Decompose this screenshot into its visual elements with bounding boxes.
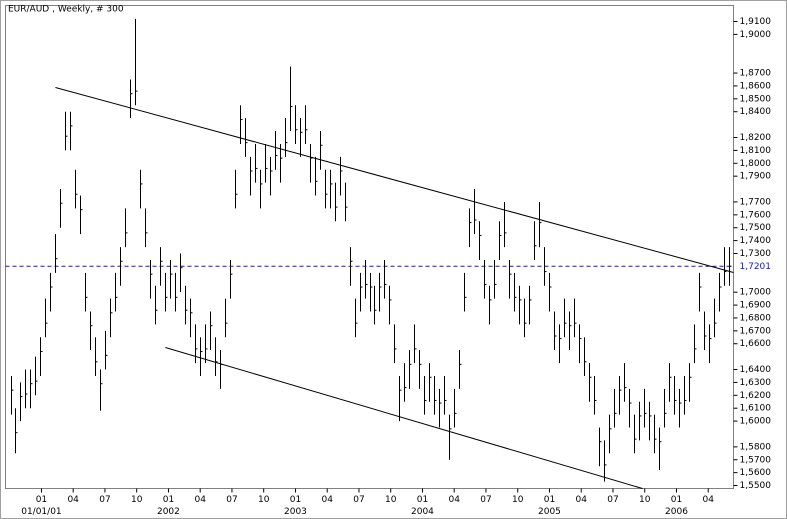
x-tick-label: 04 <box>194 495 206 505</box>
trend-line <box>55 87 734 273</box>
y-tick-label: 1,7900 <box>740 172 772 182</box>
x-tick-label: 01 <box>417 495 428 505</box>
x-tick-label: 04 <box>321 495 333 505</box>
x-tick-label: 10 <box>131 495 143 505</box>
x-tick-label: 07 <box>480 495 491 505</box>
x-tick-label: 04 <box>575 495 587 505</box>
y-tick-label: 1,6800 <box>740 313 772 323</box>
y-tick-label: 1,8700 <box>740 69 772 79</box>
y-tick-label: 1,5500 <box>740 481 772 491</box>
x-year-label: 2003 <box>284 507 307 517</box>
y-tick-label: 1,7300 <box>740 249 772 259</box>
x-tick-label: 04 <box>702 495 714 505</box>
x-tick-label: 10 <box>639 495 651 505</box>
y-tick-label: 1,8100 <box>740 146 772 156</box>
x-year-label: 2006 <box>665 507 688 517</box>
y-tick-label: 1,7500 <box>740 223 772 233</box>
y-tick-label: 1,8500 <box>740 94 772 104</box>
y-tick-label: 1,7600 <box>740 210 772 220</box>
y-tick-label: 1,8400 <box>740 107 772 117</box>
y-tick-label: 1,8600 <box>740 81 772 91</box>
plot-area <box>5 5 734 489</box>
x-tick-label: 07 <box>353 495 364 505</box>
y-tick-label: 1,6200 <box>740 391 772 401</box>
x-year-label: 2002 <box>157 507 180 517</box>
x-tick-label: 07 <box>99 495 110 505</box>
y-tick-label: 1,7400 <box>740 236 772 246</box>
x-tick-label: 04 <box>67 495 79 505</box>
y-tick-label: 1,6000 <box>740 417 772 427</box>
x-tick-label: 01 <box>36 495 47 505</box>
y-tick-label: 1,6700 <box>740 326 772 336</box>
y-tick-label: 1,8200 <box>740 133 772 143</box>
last-price-label: 1,7201 <box>740 262 772 272</box>
y-tick-label: 1,8000 <box>740 159 772 169</box>
x-tick-label: 04 <box>448 495 460 505</box>
x-tick-label: 10 <box>512 495 524 505</box>
y-tick-label: 1,9000 <box>740 30 772 40</box>
y-tick-label: 1,6300 <box>740 378 772 388</box>
y-tick-label: 1,6900 <box>740 301 772 311</box>
x-tick-label: 01 <box>671 495 682 505</box>
chart-title: EUR/AUD , Weekly, # 300 <box>8 5 124 15</box>
y-tick-label: 1,6100 <box>740 404 772 414</box>
x-tick-label: 01 <box>290 495 301 505</box>
x-tick-label: 10 <box>385 495 397 505</box>
y-tick-label: 1,5600 <box>740 468 772 478</box>
y-tick-label: 1,6600 <box>740 339 772 349</box>
y-tick-label: 1,6400 <box>740 365 772 375</box>
x-tick-label: 07 <box>226 495 237 505</box>
x-tick-label: 01 <box>544 495 555 505</box>
x-tick-label: 01 <box>163 495 174 505</box>
y-tick-label: 1,7000 <box>740 288 772 298</box>
x-year-label: 01/01/01 <box>21 507 61 517</box>
x-tick-label: 07 <box>607 495 618 505</box>
x-year-label: 2004 <box>411 507 434 517</box>
y-tick-label: 1,5700 <box>740 455 772 465</box>
y-tick-label: 1,5800 <box>740 442 772 452</box>
y-tick-label: 1,9100 <box>740 17 772 27</box>
y-tick-label: 1,7700 <box>740 197 772 207</box>
trend-line <box>165 347 643 489</box>
x-year-label: 2005 <box>538 507 561 517</box>
x-tick-label: 10 <box>258 495 270 505</box>
